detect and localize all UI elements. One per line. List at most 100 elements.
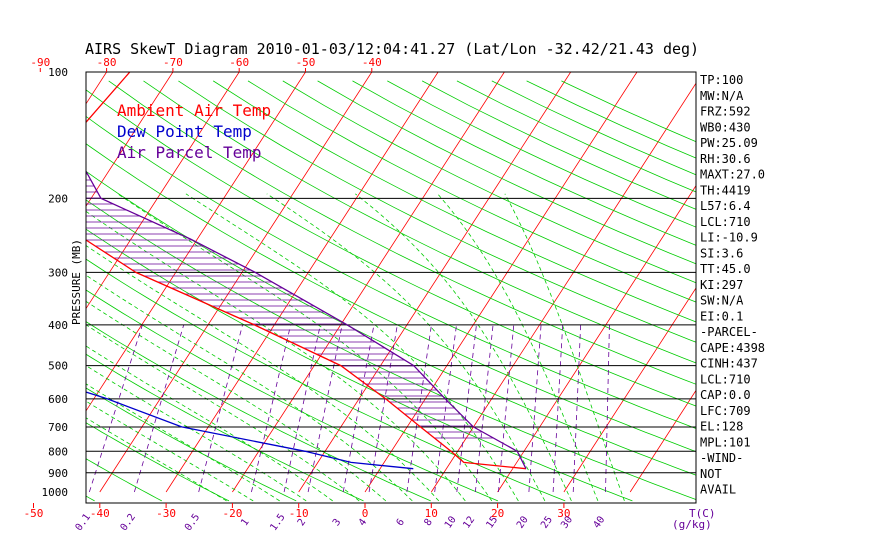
moist-adiabat-line: [86, 400, 254, 502]
isotherm-line: [86, 72, 240, 310]
index-label: KI:297: [700, 278, 743, 292]
dry-adiabat-line: [86, 258, 566, 502]
plot-frame: [85, 71, 697, 504]
dry-adiabat-line: [212, 80, 696, 323]
mixing-ratio-tick-label: 25: [539, 514, 555, 530]
index-label: TT:45.0: [700, 262, 751, 276]
moist-adiabat-line: [185, 193, 519, 502]
mixing-ratio-unit-label: (g/kg): [672, 518, 712, 531]
mixing-ratio-tick-label: 20: [515, 514, 531, 530]
isotherm-line: [629, 389, 696, 493]
mixing-ratio-line: [307, 324, 343, 493]
pressure-tick-label: 600: [48, 393, 68, 406]
top-temp-tick-label: -70: [163, 56, 183, 69]
mixing-ratio-tick-label: 0.2: [119, 512, 138, 533]
dry-adiabat-line: [86, 422, 230, 502]
mixing-ratio-line: [434, 324, 457, 493]
mixing-ratio-line: [605, 324, 610, 493]
moist-adiabat-line: [355, 193, 572, 502]
mixing-ratio-line: [528, 324, 542, 493]
dry-adiabat-line: [86, 170, 696, 476]
index-label: EI:0.1: [700, 309, 743, 323]
dry-adiabat-line: [491, 80, 696, 176]
moist-adiabat-line: [86, 300, 387, 502]
isotherm-line: [298, 72, 572, 493]
moist-adiabat-line: [266, 193, 546, 502]
bottom-temp-tick-label: -20: [222, 507, 242, 520]
top-temp-tick-label: -40: [362, 56, 382, 69]
mixing-ratio-tick-label: 2: [296, 517, 308, 528]
mixing-ratio-tick-label: 6: [395, 517, 407, 528]
pressure-tick-label: 900: [48, 467, 68, 480]
index-label: PW:25.09: [700, 136, 758, 150]
dry-adiabat-line: [526, 80, 696, 159]
background-grid: [86, 72, 870, 502]
pressure-tick-label: 200: [48, 192, 68, 205]
profile-lines: [86, 72, 527, 470]
dew-point-temp-line: [86, 391, 414, 470]
bottom-temp-tick-label: 0: [362, 507, 369, 520]
index-label: MAXT:27.0: [700, 168, 765, 182]
chart-title: AIRS SkewT Diagram 2010-01-03/12:04:41.2…: [85, 40, 699, 58]
pressure-tick-label: 1000: [42, 486, 69, 499]
isotherm-line: [763, 72, 870, 492]
mixing-ratio-tick-label: 8: [422, 517, 434, 528]
dry-adiabat-line: [86, 289, 499, 502]
mixing-ratio-line: [251, 324, 292, 493]
index-label: CINH:437: [700, 357, 758, 371]
isotherm-line: [232, 72, 505, 493]
bottom-temp-tick-label: -50: [24, 507, 44, 520]
bottom-temp-tick-label: 10: [425, 507, 438, 520]
legend-label: Air Parcel Temp: [117, 143, 262, 162]
pressure-tick-label: 400: [48, 319, 68, 332]
index-label: MPL:101: [700, 435, 751, 449]
moist-adiabat-line: [504, 193, 625, 502]
top-temp-tick-label: -90: [30, 56, 50, 69]
index-label: -PARCEL-: [700, 325, 758, 339]
mixing-ratio-line: [342, 324, 375, 493]
index-label: TH:4419: [700, 183, 751, 197]
dry-adiabat-line: [86, 458, 162, 502]
bottom-temp-tick-label: 30: [557, 507, 570, 520]
mixing-ratio-tick-label: 12: [461, 514, 477, 530]
pressure-tick-label: 300: [48, 266, 68, 279]
cape-hatching: [86, 173, 494, 439]
dry-adiabat-line: [178, 80, 696, 343]
isotherm-line: [364, 72, 638, 493]
dry-adiabat-line: [86, 321, 431, 502]
isotherm-line: [165, 72, 439, 493]
index-label: LCL:710: [700, 372, 751, 386]
dry-adiabat-line: [86, 89, 696, 407]
index-label: EL:128: [700, 420, 743, 434]
mixing-ratio-line: [88, 324, 143, 493]
dry-adiabat-line: [247, 80, 696, 303]
index-label: AVAIL: [700, 483, 736, 497]
dry-adiabat-line: [86, 115, 696, 429]
index-label: FRZ:592: [700, 105, 751, 119]
pressure-tick-label: 700: [48, 421, 68, 434]
mixing-ratio-tick-label: 40: [592, 514, 608, 530]
mixing-ratio-tick-label: 1.5: [268, 512, 287, 533]
index-label: SW:N/A: [700, 294, 744, 308]
index-label: CAPE:4398: [700, 341, 765, 355]
pressure-tick-label: 800: [48, 445, 68, 458]
index-label: MW:N/A: [700, 89, 744, 103]
dry-adiabat-line: [143, 80, 696, 364]
y-axis-label: PRESSURE (MB): [70, 239, 83, 325]
legend-label: Dew Point Temp: [117, 122, 252, 141]
mixing-ratio-line: [456, 324, 477, 493]
index-label: RH:30.6: [700, 152, 751, 166]
dry-adiabat-line: [282, 80, 696, 284]
mixing-ratio-tick-label: 0.5: [183, 512, 202, 533]
mixing-ratio-line: [552, 324, 564, 493]
mixing-ratio-line: [572, 324, 582, 493]
mixing-ratio-line: [133, 324, 185, 493]
index-label: CAP:0.0: [700, 388, 751, 402]
moist-adiabat-line: [86, 345, 333, 502]
index-label: TP:100: [700, 73, 743, 87]
index-label: -WIND-: [700, 451, 743, 465]
mixing-ratio-tick-label: 3: [331, 517, 343, 528]
chart-legend: Ambient Air Temp Dew Point Temp Air Parcel…: [117, 101, 271, 162]
moist-adiabat-line: [86, 245, 440, 502]
